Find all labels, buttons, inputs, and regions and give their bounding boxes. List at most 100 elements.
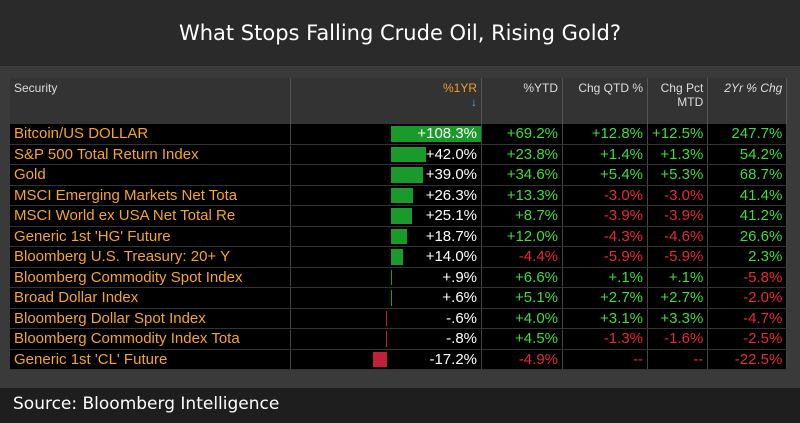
header-ytd[interactable]: %YTD — [481, 78, 563, 124]
table-row[interactable]: MSCI World ex USA Net Total Re +25.1% +8… — [10, 205, 788, 227]
ytd-value: +5.1% — [481, 287, 563, 309]
table-row[interactable]: Generic 1st 'HG' Future +18.7% +12.0% -4… — [10, 226, 788, 247]
mtd-value: +12.5% — [647, 124, 709, 145]
sort-descending-icon: ↓ — [471, 95, 477, 109]
security-table: Security %1YR ↓ %YTD Chg QTD % Chg Pct MT… — [10, 78, 788, 370]
qtd-value: +2.7% — [562, 287, 648, 309]
security-name[interactable]: Bloomberg Commodity Index Tota — [10, 328, 291, 350]
1yr-value: +14.0% — [425, 248, 477, 266]
1yr-cell: +14.0% — [290, 246, 482, 268]
1yr-bar — [391, 126, 481, 142]
ytd-value: +4.5% — [481, 328, 563, 350]
1yr-bar — [386, 310, 387, 326]
security-name[interactable]: S&P 500 Total Return Index — [10, 144, 291, 165]
1yr-bar — [391, 187, 413, 203]
mtd-value: -3.0% — [647, 185, 709, 206]
1yr-cell: +108.3% — [290, 124, 482, 145]
header-qtd[interactable]: Chg QTD % — [562, 78, 648, 124]
table-row[interactable]: Broad Dollar Index +.6% +5.1% +2.7% +2.7… — [10, 287, 788, 309]
security-table-panel: Security %1YR ↓ %YTD Chg QTD % Chg Pct MT… — [0, 66, 800, 388]
ytd-value: +13.3% — [481, 185, 563, 206]
1yr-bar — [391, 167, 424, 183]
header-2yr[interactable]: 2Yr % Chg — [707, 78, 788, 124]
table-row[interactable]: S&P 500 Total Return Index +42.0% +23.8%… — [10, 144, 788, 165]
table-header-row: Security %1YR ↓ %YTD Chg QTD % Chg Pct MT… — [10, 78, 788, 124]
ytd-value: +23.8% — [481, 144, 563, 165]
2yr-value: 41.2% — [707, 205, 788, 227]
1yr-value: +42.0% — [425, 145, 477, 163]
ytd-value: +4.0% — [481, 308, 563, 329]
table-row[interactable]: Bitcoin/US DOLLAR +108.3% +69.2% +12.8% … — [10, 124, 788, 145]
table-row[interactable]: Bloomberg Dollar Spot Index -.6% +4.0% +… — [10, 308, 788, 329]
1yr-cell: +18.7% — [290, 226, 482, 247]
security-name[interactable]: MSCI World ex USA Net Total Re — [10, 205, 291, 227]
chart-title: What Stops Falling Crude Oil, Rising Gol… — [0, 0, 800, 66]
qtd-value: -1.3% — [562, 328, 648, 350]
security-name[interactable]: Generic 1st 'CL' Future — [10, 349, 291, 370]
qtd-value: -- — [562, 349, 648, 370]
qtd-value: -3.0% — [562, 185, 648, 206]
ytd-value: +6.6% — [481, 267, 563, 288]
1yr-cell: -17.2% — [290, 349, 482, 370]
1yr-bar — [391, 269, 392, 285]
mtd-value: -3.9% — [647, 205, 709, 227]
ytd-value: +8.7% — [481, 205, 563, 227]
security-name[interactable]: Gold — [10, 164, 291, 186]
1yr-cell: +42.0% — [290, 144, 482, 165]
table-row[interactable]: Bloomberg Commodity Index Tota -.8% +4.5… — [10, 328, 788, 350]
ytd-value: -4.4% — [481, 246, 563, 268]
table-row[interactable]: Bloomberg U.S. Treasury: 20+ Y +14.0% -4… — [10, 246, 788, 268]
qtd-value: +3.1% — [562, 308, 648, 329]
ytd-value: +12.0% — [481, 226, 563, 247]
2yr-value: -22.5% — [707, 349, 788, 370]
mtd-value: -4.6% — [647, 226, 709, 247]
1yr-cell: -.8% — [290, 328, 482, 350]
table-row[interactable]: MSCI Emerging Markets Net Tota +26.3% +1… — [10, 185, 788, 206]
1yr-bar — [391, 208, 412, 224]
table-row[interactable]: Bloomberg Commodity Spot Index +.9% +6.6… — [10, 267, 788, 288]
source-note: Source: Bloomberg Intelligence — [0, 388, 800, 423]
1yr-value: +18.7% — [425, 227, 477, 245]
1yr-value: +.6% — [442, 289, 477, 307]
1yr-value: +25.1% — [425, 207, 477, 225]
1yr-bar — [391, 290, 392, 306]
ytd-value: -4.9% — [481, 349, 563, 370]
1yr-bar — [391, 228, 407, 244]
qtd-value: -4.3% — [562, 226, 648, 247]
2yr-value: -2.5% — [707, 328, 788, 350]
security-name[interactable]: Bloomberg U.S. Treasury: 20+ Y — [10, 246, 291, 268]
mtd-value: +1.3% — [647, 144, 709, 165]
security-name[interactable]: Bloomberg Dollar Spot Index — [10, 308, 291, 329]
security-name[interactable]: MSCI Emerging Markets Net Tota — [10, 185, 291, 206]
qtd-value: -3.9% — [562, 205, 648, 227]
1yr-value: -.8% — [446, 330, 477, 348]
header-1yr-label: %1YR — [442, 81, 477, 95]
1yr-bar — [386, 331, 387, 347]
mtd-value: +.1% — [647, 267, 709, 288]
table-row[interactable]: Gold +39.0% +34.6% +5.4% +5.3% 68.7% — [10, 164, 788, 186]
table-row[interactable]: Generic 1st 'CL' Future -17.2% -4.9% -- … — [10, 349, 788, 370]
security-name[interactable]: Bloomberg Commodity Spot Index — [10, 267, 291, 288]
qtd-value: +5.4% — [562, 164, 648, 186]
1yr-cell: +.6% — [290, 287, 482, 309]
header-security[interactable]: Security — [10, 78, 291, 124]
security-name[interactable]: Bitcoin/US DOLLAR — [10, 124, 291, 145]
security-name[interactable]: Broad Dollar Index — [10, 287, 291, 309]
2yr-value: 54.2% — [707, 144, 788, 165]
mtd-value: +2.7% — [647, 287, 709, 309]
2yr-value: 247.7% — [707, 124, 788, 145]
header-mtd[interactable]: Chg Pct MTD — [647, 78, 709, 124]
1yr-value: +26.3% — [425, 186, 477, 204]
2yr-value: -5.8% — [707, 267, 788, 288]
qtd-value: +.1% — [562, 267, 648, 288]
2yr-value: 2.3% — [707, 246, 788, 268]
1yr-bar — [372, 351, 387, 367]
2yr-value: -4.7% — [707, 308, 788, 329]
mtd-value: +5.3% — [647, 164, 709, 186]
security-name[interactable]: Generic 1st 'HG' Future — [10, 226, 291, 247]
1yr-cell: +39.0% — [290, 164, 482, 186]
1yr-value: -.6% — [446, 309, 477, 327]
1yr-bar — [391, 249, 403, 265]
2yr-value: 26.6% — [707, 226, 788, 247]
header-1yr[interactable]: %1YR ↓ — [290, 78, 482, 124]
